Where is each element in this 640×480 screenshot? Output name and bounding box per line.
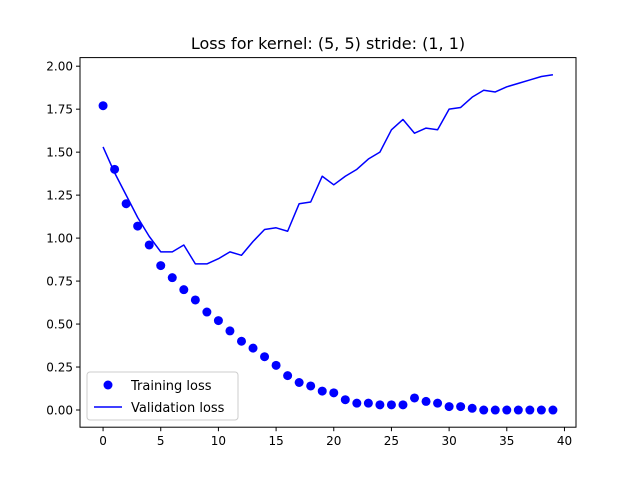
training-loss-point [133,221,143,231]
x-tick-label: 15 [268,434,283,448]
training-loss-point [294,378,304,388]
training-loss-point [410,393,420,403]
x-axis: 0 5 10 15 20 25 30 35 40 [99,427,572,448]
training-loss-point [433,398,443,408]
x-tick-label: 35 [499,434,514,448]
training-loss-point [502,405,512,415]
training-loss-point [398,400,408,410]
x-tick-label: 20 [326,434,341,448]
training-loss-point [156,261,166,271]
y-tick-label: 0.50 [46,317,73,331]
training-loss-point [248,343,258,353]
x-tick-label: 10 [211,434,226,448]
x-tick-label: 5 [157,434,165,448]
training-loss-point [271,360,281,370]
training-loss-point [236,336,246,346]
training-loss-point [213,316,223,326]
training-loss-point [375,400,385,410]
x-tick-label: 25 [384,434,399,448]
training-loss-point [317,386,327,396]
training-loss-point [306,381,316,391]
y-tick-label: 2.00 [46,59,73,73]
plot-frame [79,57,577,428]
training-loss-point [179,285,189,295]
y-axis: 0.00 0.25 0.50 0.75 1.00 1.25 1.50 1.75 2.00 [46,59,80,417]
y-tick-label: 1.75 [46,102,73,116]
training-loss-point [513,405,523,415]
y-tick-label: 0.25 [46,360,73,374]
training-loss-point [525,405,535,415]
training-loss-point [98,101,108,111]
training-loss-point [421,396,431,406]
legend-box [86,371,239,421]
legend-training-label: Training loss [130,379,212,394]
training-loss-point [121,199,131,209]
training-loss-point [167,273,177,283]
training-loss-point [479,405,489,415]
legend-validation-label: Validation loss [131,401,225,416]
training-loss-point [283,371,293,381]
training-loss-point [548,405,558,415]
x-tick-label: 40 [557,434,572,448]
y-tick-label: 0.00 [46,403,73,417]
training-loss-point [363,398,373,408]
y-tick-label: 1.50 [46,145,73,159]
legend: Training loss Validation loss [86,371,239,421]
validation-loss-line [102,74,554,265]
training-loss-point [467,403,477,413]
y-tick-label: 0.75 [46,274,73,288]
training-loss-point [456,402,466,412]
training-loss-point [352,398,362,408]
training-loss-point [490,405,500,415]
plot-marks [98,74,558,415]
training-loss-point [144,240,154,250]
x-tick-label: 0 [99,434,107,448]
legend-training-marker [103,380,113,390]
training-loss-point [329,388,339,398]
training-loss-point [202,307,212,317]
training-loss-point [340,395,350,405]
training-loss-point [225,326,235,336]
training-loss-point [444,402,454,412]
training-loss-point [536,405,546,415]
y-tick-label: 1.00 [46,231,73,245]
training-loss-point [260,352,270,362]
y-tick-label: 1.25 [46,188,73,202]
training-loss-point [110,164,120,174]
training-loss-point [190,295,200,305]
training-loss-point [386,400,396,410]
chart-title: Loss for kernel: (5, 5) stride: (1, 1) [191,34,465,53]
x-tick-label: 30 [441,434,456,448]
